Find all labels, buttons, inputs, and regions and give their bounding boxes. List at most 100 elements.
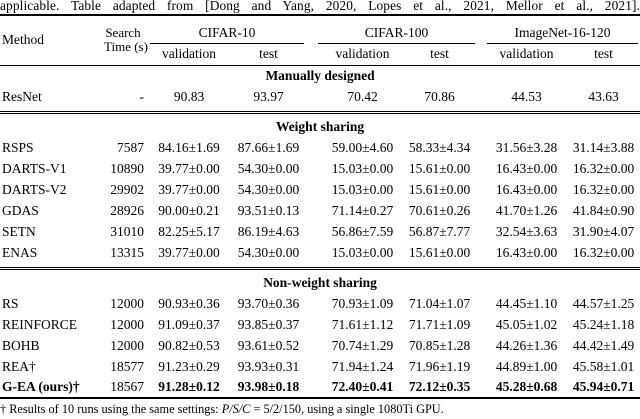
value-cell: 39.77±0.00	[158, 160, 220, 176]
table-row: ENAS 13315 39.77±0.00 54.30±0.00 15.03±0.00 1…	[0, 242, 640, 263]
method-cell: ENAS	[2, 244, 38, 260]
method-cell: REA†	[2, 358, 36, 374]
value-cell: 58.33±4.34	[408, 139, 471, 155]
value-cell: 31.56±3.28	[495, 139, 558, 155]
search-time-cell: 18567	[110, 379, 144, 394]
value-cell: 71.94±1.24	[331, 358, 394, 374]
value-cell: 71.14±0.27	[331, 202, 394, 218]
method-cell: BOHB	[2, 337, 40, 353]
section-title: Non-weight sharing	[263, 274, 377, 290]
value-cell: 91.23±0.29	[158, 358, 220, 374]
table-row: SETN 31010 82.25±5.17 86.19±4.63 56.86±7.59 5…	[0, 221, 640, 242]
value-cell: 71.04±1.07	[408, 295, 471, 311]
footnote-math-values: = 5/2/150	[250, 402, 302, 416]
search-time-cell: 29902	[110, 181, 144, 197]
double-rule-row	[0, 263, 640, 272]
value-cell: 15.03±0.00	[331, 160, 394, 176]
col-group-imagenet: ImageNet-16-120	[477, 15, 640, 44]
value-cell: 44.42±1.49	[572, 337, 635, 353]
footnote-suffix: , using a single 1080Ti GPU.	[301, 402, 444, 416]
value-cell: 70.85±1.28	[408, 337, 471, 353]
double-rule-cell	[0, 263, 640, 272]
value-cell: 90.82±0.53	[158, 337, 220, 353]
value-cell: 93.93±0.31	[237, 358, 300, 374]
value-cell: 16.32±0.00	[572, 181, 635, 197]
method-cell: DARTS-V2	[2, 181, 67, 197]
section-title-row: Non-weight sharing	[0, 272, 640, 293]
col-header-method: Method	[0, 15, 104, 66]
value-cell: 15.03±0.00	[331, 244, 394, 260]
value-cell: 31.90±4.07	[572, 223, 635, 239]
col-group-cifar100: CIFAR-100	[307, 15, 477, 44]
value-cell: 41.70±1.26	[495, 202, 558, 218]
value-cell: 16.43±0.00	[495, 244, 558, 260]
value-cell: 32.54±3.63	[495, 223, 558, 239]
section-title: Manually designed	[265, 67, 375, 83]
footnote-math-vars: P/S/C	[221, 402, 251, 416]
value-cell: 54.30±0.00	[237, 160, 300, 176]
search-time-cell: 13315	[110, 244, 144, 260]
section-title-row: Weight sharing	[0, 116, 640, 137]
table-header: Method Search Time (s) CIFAR-10 CIFAR-10…	[0, 15, 640, 66]
value-cell: 91.09±0.37	[158, 316, 220, 332]
section-title-row: Manually designed	[0, 65, 640, 86]
value-cell: 45.94±0.71	[572, 379, 635, 394]
table-row: RS 12000 90.93±0.36 93.70±0.36 70.93±1.09 71.…	[0, 293, 640, 314]
value-cell: 43.63	[588, 88, 619, 104]
search-time-line2: Time (s)	[104, 39, 148, 55]
search-time-cell: 12000	[110, 337, 144, 353]
double-rule-line	[0, 267, 640, 270]
value-cell: 93.70±0.36	[237, 295, 300, 311]
value-cell: 54.30±0.00	[237, 181, 300, 197]
table-row: ResNet - 90.83 93.97 70.42 70.86 44.53 43.63	[0, 86, 640, 107]
value-cell: 70.74±1.29	[331, 337, 394, 353]
value-cell: 41.84±0.90	[572, 202, 635, 218]
value-cell: 71.61±1.12	[331, 316, 394, 332]
value-cell: 93.61±0.52	[237, 337, 300, 353]
search-time-line1: Search	[105, 24, 141, 40]
header-sub-row: validation test validation test validati…	[0, 44, 640, 66]
value-cell: 16.43±0.00	[495, 160, 558, 176]
value-cell: 93.85±0.37	[237, 316, 300, 332]
subheader-cifar100-test: test	[402, 44, 478, 66]
value-cell: 16.43±0.00	[495, 181, 558, 197]
table-row: BOHB 12000 90.82±0.53 93.61±0.52 70.74±1.29 7…	[0, 335, 640, 356]
table-row: RSPS 7587 84.16±1.69 87.66±1.69 59.00±4.60 58…	[0, 137, 640, 158]
value-cell: 72.40±0.41	[331, 379, 394, 394]
table-row: REINFORCE 12000 91.09±0.37 93.85±0.37 71.61±…	[0, 314, 640, 335]
method-cell: GDAS	[2, 202, 39, 218]
table-row: GDAS 28926 90.00±0.21 93.51±0.13 71.14±0.27 7…	[0, 200, 640, 221]
search-time-cell: 12000	[110, 295, 144, 311]
value-cell: 44.89±1.00	[495, 358, 558, 374]
table-body: Manually designed ResNet - 90.83 93.97 70.42 7…	[0, 65, 640, 398]
value-cell: 31.14±3.88	[572, 139, 635, 155]
value-cell: 86.19±4.63	[237, 223, 300, 239]
value-cell: 70.61±0.26	[408, 202, 471, 218]
value-cell: 15.03±0.00	[331, 181, 394, 197]
method-cell: RSPS	[2, 139, 34, 155]
subheader-cifar10-test: test	[230, 44, 308, 66]
value-cell: 16.32±0.00	[572, 244, 635, 260]
method-cell: RS	[2, 295, 19, 311]
value-cell: 54.30±0.00	[237, 244, 300, 260]
table-row: DARTS-V2 29902 39.77±0.00 54.30±0.00 15.03±0…	[0, 179, 640, 200]
value-cell: 45.05±1.02	[495, 316, 558, 332]
search-time-cell: 12000	[110, 316, 144, 332]
value-cell: 15.61±0.00	[408, 160, 471, 176]
group-label-cifar10: CIFAR-10	[150, 25, 305, 44]
search-time-cell: 18577	[110, 358, 144, 374]
value-cell: 90.93±0.36	[158, 295, 220, 311]
value-cell: 93.97	[253, 88, 284, 104]
method-cell: SETN	[2, 223, 36, 239]
subheader-cifar100-validation: validation	[307, 44, 403, 66]
value-cell: 93.51±0.13	[237, 202, 300, 218]
table-row: G-EA (ours)† 18567 91.28±0.12 93.98±0.18 72.…	[0, 377, 640, 398]
value-cell: 70.93±1.09	[331, 295, 394, 311]
subheader-imagenet-validation: validation	[477, 44, 568, 66]
value-cell: 45.58±1.01	[572, 358, 635, 374]
value-cell: 44.45±1.10	[495, 295, 558, 311]
value-cell: 56.86±7.59	[331, 223, 394, 239]
value-cell: 45.28±0.68	[495, 379, 558, 394]
table-row: REA† 18577 91.23±0.29 93.93±0.31 71.94±1.24 7…	[0, 356, 640, 377]
